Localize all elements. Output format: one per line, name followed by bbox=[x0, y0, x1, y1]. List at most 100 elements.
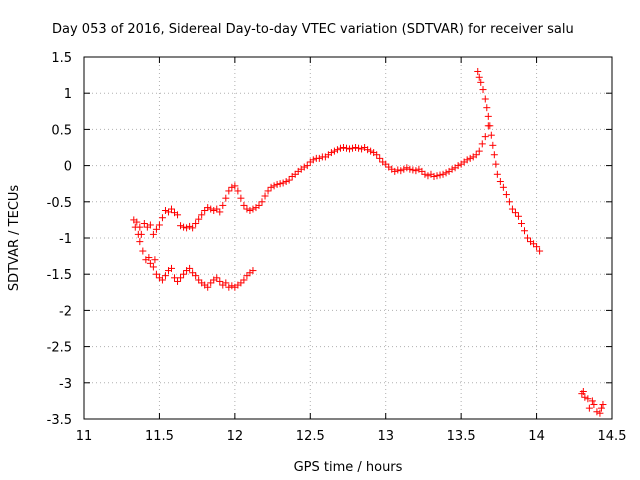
data-point-main-arc bbox=[167, 205, 175, 213]
data-point-main-arc bbox=[276, 180, 284, 188]
data-point-main-arc bbox=[364, 146, 372, 154]
data-point-main-arc bbox=[421, 170, 429, 178]
data-point-spike bbox=[492, 160, 500, 168]
data-point-spike bbox=[511, 209, 519, 217]
data-point-main-arc bbox=[279, 179, 287, 187]
data-point-main-arc bbox=[394, 166, 402, 174]
data-point-main-arc bbox=[309, 156, 317, 164]
data-point-tail bbox=[593, 408, 601, 416]
data-point-tail bbox=[584, 395, 592, 403]
y-tick-label: -3 bbox=[59, 377, 72, 392]
data-point-main-arc bbox=[433, 172, 441, 180]
y-tick-labels: 1.5 1 0.5 0 -0.5 -1 -1.5 -2 -2.5 -3 -3.5 bbox=[47, 51, 72, 428]
data-point-main-arc bbox=[261, 192, 269, 200]
x-tick-label: 13.5 bbox=[447, 429, 476, 444]
data-point-lower-arc bbox=[152, 270, 160, 278]
data-point-spike bbox=[490, 151, 498, 159]
data-point-spike bbox=[521, 227, 529, 235]
data-point-main-arc bbox=[409, 166, 417, 174]
data-point-lower-arc bbox=[161, 272, 169, 280]
data-point-main-arc bbox=[418, 167, 426, 175]
data-point-main-arc bbox=[207, 205, 215, 213]
data-point-main-arc bbox=[315, 154, 323, 162]
data-point-main-arc bbox=[282, 178, 290, 186]
data-point-main-arc bbox=[367, 147, 375, 155]
data-point-main-arc bbox=[192, 220, 200, 228]
data-point-main-arc bbox=[174, 211, 182, 219]
data-point-spike bbox=[479, 86, 487, 94]
data-point-main-arc bbox=[406, 165, 414, 173]
data-point-main-arc bbox=[339, 144, 347, 151]
data-point-spike bbox=[508, 205, 516, 213]
y-tick-label: -2.5 bbox=[47, 341, 72, 356]
data-point-lower-arc bbox=[151, 256, 159, 264]
data-point-main-arc bbox=[243, 205, 251, 213]
data-point-main-arc bbox=[373, 151, 381, 159]
data-point-main-arc bbox=[231, 182, 239, 190]
data-point-lower-arc bbox=[237, 279, 245, 287]
data-point-main-arc bbox=[189, 224, 197, 232]
chart-title: Day 053 of 2016, Sidereal Day-to-day VTE… bbox=[52, 22, 574, 37]
data-point-main-arc bbox=[161, 206, 169, 214]
data-point-main-arc bbox=[183, 224, 191, 232]
data-point-main-arc bbox=[424, 172, 432, 180]
data-point-main-arc bbox=[303, 162, 311, 170]
data-point-lower-arc bbox=[216, 277, 224, 285]
data-point-main-arc bbox=[403, 164, 411, 172]
data-point-spike bbox=[486, 122, 494, 130]
data-point-main-arc bbox=[140, 220, 148, 228]
data-point-main-arc bbox=[358, 145, 366, 153]
data-point-main-arc bbox=[376, 154, 384, 162]
x-tick-label: 14.5 bbox=[598, 429, 627, 444]
data-point-lower-arc bbox=[145, 254, 153, 262]
data-point-spike bbox=[514, 212, 522, 220]
data-point-lower-arc bbox=[136, 238, 144, 246]
data-point-spike bbox=[477, 78, 485, 86]
data-point-spike bbox=[487, 131, 495, 139]
data-point-main-arc bbox=[397, 167, 405, 175]
grid bbox=[84, 57, 612, 419]
data-point-spike bbox=[496, 178, 504, 186]
y-tick-label: -2 bbox=[59, 304, 72, 319]
axis-ticks bbox=[83, 56, 613, 420]
data-point-lower-arc bbox=[174, 277, 182, 285]
data-point-tail bbox=[599, 401, 607, 409]
data-point-lower-arc bbox=[228, 282, 236, 290]
data-point-main-arc bbox=[481, 133, 489, 141]
data-point-main-arc bbox=[300, 163, 308, 171]
y-tick-label: 1.5 bbox=[51, 51, 72, 66]
y-tick-label: -3.5 bbox=[47, 413, 72, 428]
data-point-main-arc bbox=[391, 167, 399, 175]
data-point-spike bbox=[524, 234, 532, 242]
data-point-main-arc bbox=[201, 206, 209, 214]
data-point-tail bbox=[597, 404, 605, 412]
data-point-spike bbox=[505, 198, 513, 206]
data-point-main-arc bbox=[155, 221, 163, 229]
data-point-main-arc bbox=[285, 176, 293, 184]
data-point-spike bbox=[533, 243, 541, 251]
data-point-main-arc bbox=[475, 147, 483, 155]
data-point-lower-arc bbox=[207, 279, 215, 287]
y-tick-label: -1 bbox=[59, 232, 72, 247]
data-point-lower-arc bbox=[146, 259, 154, 267]
data-point-main-arc bbox=[273, 180, 281, 188]
data-point-spike bbox=[483, 104, 491, 112]
data-point-main-arc bbox=[198, 211, 206, 219]
data-point-spike bbox=[474, 67, 482, 75]
data-point-spike bbox=[489, 141, 497, 149]
data-point-main-arc bbox=[291, 170, 299, 178]
data-point-main-arc bbox=[355, 144, 363, 152]
data-point-main-arc bbox=[466, 154, 474, 162]
data-point-main-arc bbox=[270, 182, 278, 190]
data-point-main-arc bbox=[195, 215, 203, 223]
data-point-lower-arc bbox=[131, 223, 139, 231]
data-point-lower-arc bbox=[177, 274, 185, 282]
data-point-lower-arc bbox=[243, 272, 251, 280]
data-point-main-arc bbox=[333, 146, 341, 154]
data-point-lower-arc bbox=[249, 267, 257, 275]
data-point-spike bbox=[536, 247, 544, 255]
data-point-lower-arc bbox=[204, 283, 212, 291]
data-point-main-arc bbox=[249, 205, 257, 213]
x-tick-label: 13 bbox=[377, 429, 394, 444]
